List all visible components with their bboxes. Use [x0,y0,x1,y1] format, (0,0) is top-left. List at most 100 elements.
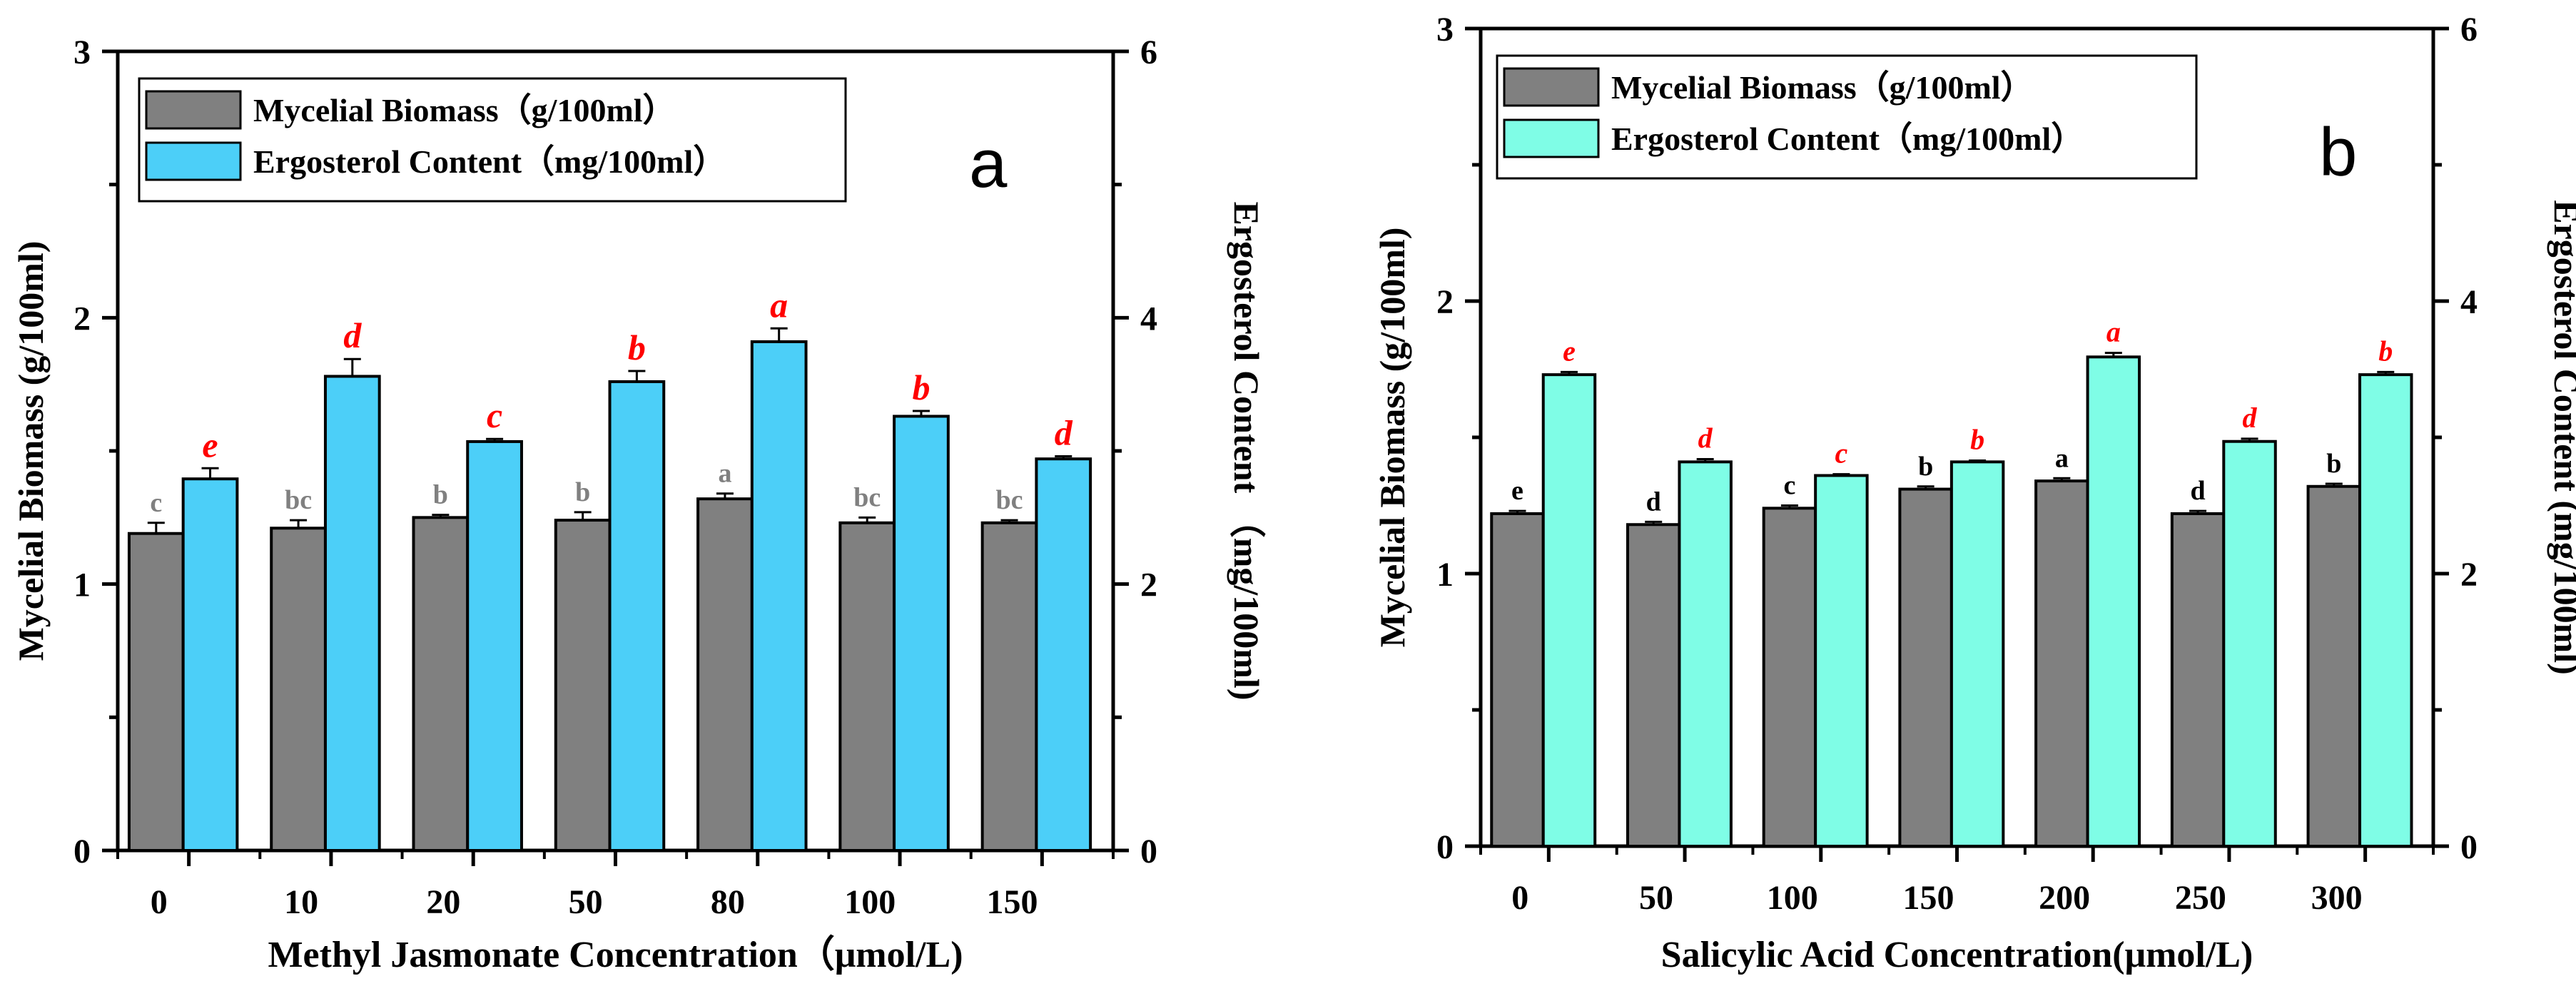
chart-panel-b: 0 1 2 3 0 2 4 6 0 50 100 150 200 250 300 e d c b a d b e d c b a d b… [1372,11,2576,975]
x-tick-label: 0 [1511,879,1528,917]
bar-ergosterol [1814,474,1869,848]
bar-ergosterol [1678,460,1733,848]
right-tick-label: 4 [2460,283,2478,321]
x-tick-label: 0 [151,883,168,921]
significance-label: b [575,477,590,507]
significance-label: c [487,395,502,435]
bar-biomass [2170,512,2226,848]
bar-biomass [1490,512,1545,848]
x-tick-label: 250 [2175,879,2226,917]
left-tick-label: 3 [73,34,91,71]
right-tick-label: 2 [1140,566,1157,604]
bar-ergosterol [2086,355,2141,848]
legend-label: Mycelial Biomass（g/100ml） [1611,69,2034,106]
significance-label: e [202,425,218,464]
y-axis-title-left: Mycelial Biomass (g/100ml) [11,241,51,661]
significance-label: b [1970,423,1984,455]
bar-ergosterol [1949,460,2005,848]
legend-swatch [1503,118,1600,158]
legend-box [1496,54,2198,180]
significance-label: c [150,488,162,518]
significance-label: c [1783,471,1795,501]
x-tick-label: 50 [1639,879,1673,917]
bar-ergosterol [2358,373,2413,848]
x-axis-title: Salicylic Acid Concentration(μmol/L) [1661,935,2253,975]
right-tick-label: 2 [2460,556,2478,594]
significance-label: b [2378,335,2393,367]
bar-ergosterol [181,477,239,852]
bar-ergosterol [1541,373,1597,848]
significance-label: b [2326,449,2341,479]
x-tick-label: 150 [987,883,1038,921]
chart-panel-a: 0 1 2 3 0 2 4 6 0 10 20 50 80 100 150 c bc b b a bc bc e d c b a b d… [11,34,1267,975]
x-axis-title: Methyl Jasmonate Concentration（μmol/L) [268,934,963,975]
bar-ergosterol [1035,457,1092,852]
right-tick-label: 0 [1140,833,1157,870]
significance-label: a [2106,316,2121,348]
x-tick-label: 80 [711,883,745,921]
significance-label: d [2243,402,2258,434]
left-tick-label: 1 [73,566,91,604]
x-tick-label: 300 [2311,879,2363,917]
left-tick-label: 2 [73,300,91,337]
bar-biomass [980,521,1038,852]
bar-biomass [127,532,185,852]
significance-label: b [433,480,448,510]
y-axis-title-left: Mycelial Biomass (g/100ml) [1372,228,1412,648]
bar-biomass [838,521,896,852]
bar-biomass [696,497,754,852]
bar-biomass [412,516,470,852]
x-tick-label: 100 [844,883,896,921]
significance-label: d [2190,476,2205,506]
significance-label: a [2055,443,2069,473]
legend-swatch [1503,67,1600,107]
left-tick-label: 3 [1436,11,1454,49]
right-tick-label: 4 [1140,300,1157,337]
right-tick-label: 6 [2460,11,2478,49]
significance-label: b [912,367,930,407]
legend-swatch [145,141,242,181]
significance-label: c [1835,437,1848,469]
left-tick-label: 0 [1436,828,1454,866]
left-tick-label: 2 [1436,283,1454,321]
y-axis-title-right: Ergosterol Content （mg/100ml) [1227,202,1267,701]
significance-label: bc [285,485,312,515]
significance-label: d [1646,487,1661,517]
bar-biomass [270,527,327,852]
significance-label: a [770,285,788,325]
bar-biomass [1898,487,1953,848]
significance-label: d [343,315,362,355]
bar-ergosterol [323,375,381,852]
significance-label: bc [996,485,1023,515]
bar-biomass [1626,523,1681,848]
x-tick-label: 10 [284,883,318,921]
significance-label: d [1698,422,1713,454]
significance-label: e [1563,335,1576,367]
x-tick-label: 100 [1767,879,1818,917]
y-axis-title-right: Ergosterol Content (mg/100ml) [2547,200,2576,675]
panel-label: b [2319,114,2357,190]
left-tick-label: 0 [73,833,91,870]
significance-label: d [1055,412,1073,452]
legend-label: Mycelial Biomass（g/100ml） [253,92,676,128]
significance-label: b [1918,452,1933,482]
panel-label: a [969,126,1008,202]
bar-ergosterol [2222,439,2277,848]
x-tick-label: 150 [1902,879,1954,917]
significance-label: e [1511,476,1523,506]
bar-ergosterol [608,380,666,852]
bar-biomass [2034,479,2089,848]
bar-biomass [2306,484,2362,848]
legend-box [138,77,847,203]
bar-ergosterol [466,439,523,852]
bar-biomass [1762,507,1817,848]
legend-label: Ergosterol Content（mg/100ml） [253,143,726,180]
left-tick-label: 1 [1436,556,1454,594]
significance-label: bc [853,482,881,512]
x-tick-label: 200 [2039,879,2090,917]
legend-label: Ergosterol Content（mg/100ml） [1611,121,2084,157]
bar-ergosterol [893,415,950,852]
significance-label: b [628,327,646,367]
legend-swatch [145,90,242,130]
